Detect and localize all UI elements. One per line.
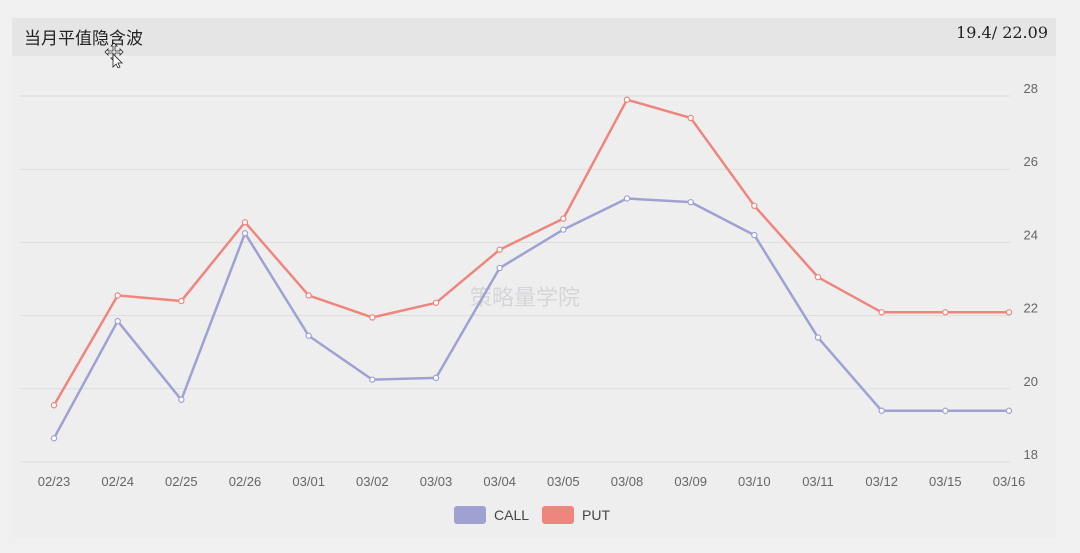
legend-label-call: CALL bbox=[494, 507, 530, 523]
y-tick-label: 20 bbox=[1024, 374, 1038, 389]
x-tick-label: 03/10 bbox=[738, 474, 771, 489]
x-tick-label: 03/09 bbox=[674, 474, 707, 489]
data-point-put[interactable] bbox=[305, 292, 312, 299]
y-tick-label: 22 bbox=[1024, 301, 1038, 316]
data-point-call[interactable] bbox=[814, 334, 822, 341]
data-point-call[interactable] bbox=[50, 435, 58, 442]
data-point-put[interactable] bbox=[751, 202, 758, 209]
data-point-put[interactable] bbox=[241, 219, 249, 226]
data-point-put[interactable] bbox=[496, 246, 503, 253]
y-tick-label: 24 bbox=[1024, 227, 1038, 242]
x-tick-label: 03/11 bbox=[802, 474, 834, 489]
move-cursor-icon bbox=[104, 42, 124, 68]
data-point-put[interactable] bbox=[432, 299, 440, 306]
data-point-call[interactable] bbox=[560, 226, 567, 233]
latest-values: 19.4/ 22.09 bbox=[956, 23, 1048, 42]
data-point-call[interactable] bbox=[878, 407, 885, 414]
y-tick-label: 18 bbox=[1024, 447, 1038, 462]
x-tick-label: 02/23 bbox=[38, 474, 71, 489]
series-line-put bbox=[52, 98, 1009, 406]
x-tick-label: 03/02 bbox=[356, 474, 389, 489]
legend-swatch-put bbox=[542, 506, 574, 524]
x-tick-label: 03/05 bbox=[547, 474, 580, 489]
series-line-call bbox=[52, 197, 1009, 439]
x-tick-label: 03/12 bbox=[865, 474, 898, 489]
data-point-put[interactable] bbox=[114, 292, 121, 299]
data-point-put[interactable] bbox=[50, 402, 58, 409]
data-point-call[interactable] bbox=[432, 374, 440, 382]
legend-item-call[interactable]: CALL bbox=[454, 506, 529, 524]
data-point-put[interactable] bbox=[1005, 309, 1013, 316]
data-point-call[interactable] bbox=[751, 231, 758, 239]
data-point-call[interactable] bbox=[114, 317, 121, 325]
data-point-call[interactable] bbox=[496, 264, 503, 272]
y-tick-label: 28 bbox=[1024, 81, 1038, 96]
data-point-put[interactable] bbox=[878, 309, 885, 316]
data-point-call[interactable] bbox=[241, 230, 249, 237]
data-point-call[interactable] bbox=[942, 407, 949, 414]
data-point-call[interactable] bbox=[1005, 407, 1013, 414]
data-point-call[interactable] bbox=[623, 195, 631, 202]
data-point-put[interactable] bbox=[814, 273, 822, 281]
data-point-put[interactable] bbox=[178, 297, 185, 305]
data-point-call[interactable] bbox=[687, 198, 694, 206]
y-axis-ticks: 18 20 22 24 26 28 bbox=[1024, 81, 1038, 462]
legend-item-put[interactable]: PUT bbox=[542, 506, 610, 524]
data-point-put[interactable] bbox=[942, 309, 949, 316]
series-layer bbox=[50, 96, 1013, 442]
data-point-put[interactable] bbox=[369, 314, 376, 321]
x-tick-label: 03/01 bbox=[292, 474, 325, 489]
y-tick-label: 26 bbox=[1024, 154, 1038, 169]
x-tick-label: 03/03 bbox=[420, 474, 453, 489]
data-point-call[interactable] bbox=[178, 396, 185, 403]
chart-header: 当月平值隐含波 19.4/ 22.09 bbox=[12, 18, 1056, 56]
legend-label-put: PUT bbox=[582, 507, 610, 523]
legend-swatch-call bbox=[454, 506, 486, 524]
x-tick-label: 02/26 bbox=[229, 474, 262, 489]
watermark-text: 策略量学院 bbox=[470, 286, 580, 311]
x-tick-label: 03/16 bbox=[993, 474, 1026, 489]
data-point-call[interactable] bbox=[369, 376, 376, 383]
x-tick-label: 03/15 bbox=[929, 474, 962, 489]
x-tick-label: 02/25 bbox=[165, 474, 198, 489]
chart-card: 当月平值隐含波 19.4/ 22.09 bbox=[12, 18, 1056, 538]
data-point-call[interactable] bbox=[305, 332, 312, 339]
grid-layer bbox=[20, 95, 1010, 463]
x-axis-ticks: 02/23 02/24 02/25 02/26 03/01 03/02 03/03 03/04… bbox=[38, 474, 1026, 489]
x-tick-label: 03/08 bbox=[611, 474, 644, 489]
data-point-put[interactable] bbox=[623, 96, 631, 103]
data-point-put[interactable] bbox=[560, 215, 567, 222]
data-point-put[interactable] bbox=[687, 114, 694, 122]
x-tick-label: 02/24 bbox=[101, 474, 134, 489]
x-tick-label: 03/04 bbox=[483, 474, 516, 489]
